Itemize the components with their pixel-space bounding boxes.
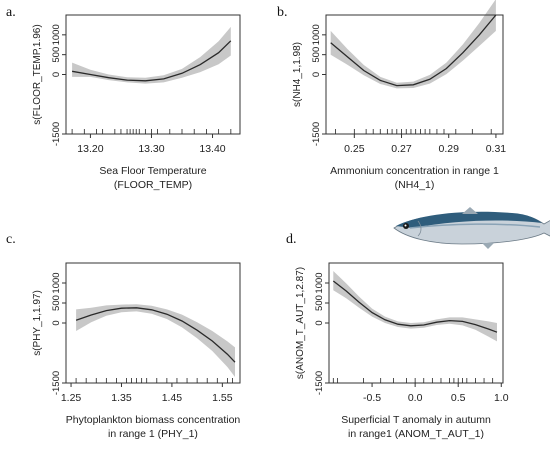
panel-2: 1.25 1.35 1.45 1.55 -1500 0 500 1000 s(PHY_1,1.9… [32,262,241,440]
y-tick-label: 0 [51,320,62,325]
x-axis-label: (NH4_1) [395,179,435,191]
smooth-line [75,307,236,363]
x-axis-label: Ammonium concentration in range 1 [330,165,499,177]
x-tick-label: 0.29 [439,143,460,155]
y-tick-label: 500 [51,47,62,63]
smooth-line [330,14,497,87]
x-tick-label: 0.27 [391,143,412,155]
confidence-band [76,304,235,377]
y-axis-label: s(NH4_1,1.98) [292,42,303,107]
plot-frame [65,262,241,384]
x-tick-label: 1.35 [111,392,132,404]
x-tick-label: 13.20 [77,143,103,155]
x-tick-label: 13.30 [138,143,164,155]
panel-0: 13.20 13.30 13.40 -1500 0 500 1000 s(FLOOR_TEMP… [32,14,241,191]
x-axis-label: Phytoplankton biomass concentration [66,414,241,426]
x-tick-label: 13.40 [199,143,225,155]
panel-letter-c: c. [6,232,16,247]
x-tick-label: 0.5 [451,392,466,404]
x-tick-label: 1.25 [61,392,82,404]
x-axis-label: in range 1 (PHY_1) [108,428,198,440]
y-tick-label: -1500 [51,371,62,395]
anchovy-fish-icon [393,207,550,249]
y-tick-label: 0 [51,72,62,77]
x-tick-label: 0.0 [408,392,423,404]
y-tick-label: 0 [311,72,322,77]
y-tick-label: 1000 [51,272,62,293]
panel-letter-b: b. [277,5,288,20]
y-tick-label: 1000 [51,24,62,45]
x-tick-label: 1.45 [162,392,183,404]
x-tick-label: 0.31 [486,143,507,155]
x-tick-label: 1.55 [212,392,233,404]
panel-3: -0.5 0.0 0.5 1.0 -1500 0 500 1000 s(ANOM_T_AUT_1… [295,262,509,440]
y-axis-label: s(FLOOR_TEMP,1.96) [32,24,43,124]
y-tick-label: -1500 [311,122,322,146]
smooth-line [71,40,232,82]
y-tick-label: 1000 [311,24,322,45]
confidence-band [330,0,496,89]
panel-1: 0.25 0.27 0.29 0.31 -1500 0 500 1000 s(NH4_1,1.9… [292,0,506,191]
y-axis-label: s(ANOM_T_AUT_1,2.87) [295,267,306,379]
y-tick-label: 500 [311,47,322,63]
y-tick-label: -1500 [51,122,62,146]
y-tick-label: 500 [51,295,62,311]
x-tick-label: 0.25 [344,143,365,155]
y-axis-label: s(PHY_1,1.97) [32,290,43,356]
x-axis-label: Sea Floor Temperature [99,165,206,177]
x-tick-label: 1.0 [494,392,509,404]
x-axis-label: in range1 (ANOM_T_AUT_1) [348,428,484,440]
confidence-band [333,271,497,342]
y-tick-label: 1000 [314,272,325,293]
panel-letter-a: a. [6,5,16,20]
y-tick-label: 0 [314,320,325,325]
plot-panels: 13.20 13.30 13.40 -1500 0 500 1000 s(FLOOR_TEMP… [32,0,509,440]
panel-letter-d: d. [286,232,297,247]
x-tick-label: -0.5 [363,392,381,404]
x-axis-label: Superficial T anomaly in autumn [341,414,491,426]
x-axis-label: (FLOOR_TEMP) [114,179,192,191]
y-tick-label: 500 [314,295,325,311]
smooth-line [332,280,498,333]
y-tick-label: -1500 [314,371,325,395]
